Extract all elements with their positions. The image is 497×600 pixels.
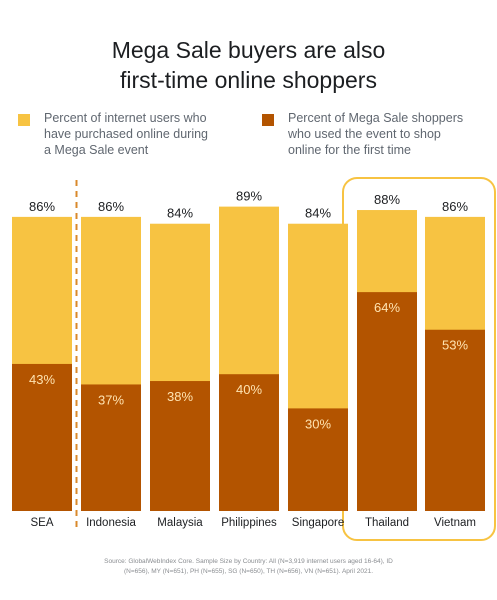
legend-item-first-time: Percent of Mega Sale shoppers who used t…	[262, 110, 463, 158]
legend-text-line: online for the first time	[288, 143, 411, 157]
value-label-first-time: 53%	[442, 338, 468, 353]
legend-text-line: Percent of Mega Sale shoppers	[288, 111, 464, 125]
chart-title-line-1: Mega Sale buyers are also	[111, 37, 386, 63]
category-label: Singapore	[292, 517, 344, 529]
value-label-first-time: 30%	[305, 416, 331, 431]
source-line: (N=656), MY (N=651), PH (N=655), SG (N=6…	[123, 568, 374, 575]
value-label-first-time: 38%	[167, 389, 193, 404]
bar-first-time	[357, 292, 417, 511]
value-label-total: 84%	[167, 206, 193, 221]
legend-swatch-dark	[262, 114, 274, 126]
legend-text-line: Percent of internet users who	[44, 111, 207, 125]
category-label: Malaysia	[157, 517, 203, 529]
legend-text-line: a Mega Sale event	[44, 143, 149, 157]
legend-text-purchased: Percent of internet users who have purch…	[44, 110, 208, 158]
source-note: Source: GlobalWebIndex Core. Sample Size…	[0, 557, 497, 577]
bar-first-time	[81, 384, 141, 511]
value-label-total: 88%	[374, 192, 400, 207]
value-label-first-time: 40%	[236, 382, 262, 397]
legend-item-purchased: Percent of internet users who have purch…	[18, 110, 208, 158]
category-label: Philippines	[221, 517, 277, 529]
value-label-first-time: 43%	[29, 372, 55, 387]
value-label-total: 84%	[305, 206, 331, 221]
category-label: SEA	[30, 517, 53, 529]
value-label-first-time: 37%	[98, 392, 124, 407]
value-label-total: 86%	[442, 199, 468, 214]
value-label-first-time: 64%	[374, 300, 400, 315]
bar-first-time	[12, 363, 72, 511]
category-label: Thailand	[365, 517, 409, 529]
bar-first-time	[150, 381, 210, 511]
category-label: Vietnam	[434, 517, 476, 529]
bar-first-time	[425, 329, 485, 511]
value-label-total: 86%	[29, 199, 55, 214]
chart-title-line-2: first-time online shoppers	[120, 67, 377, 93]
legend-text-line: who used the event to shop	[288, 127, 441, 141]
legend-swatch-light	[18, 114, 30, 126]
legend-text-line: have purchased online during	[44, 127, 209, 141]
bar-first-time	[288, 408, 348, 511]
source-line: Source: GlobalWebIndex Core. Sample Size…	[104, 558, 393, 565]
value-label-total: 89%	[236, 189, 262, 204]
bar-first-time	[219, 374, 279, 511]
legend-text-first-time: Percent of Mega Sale shoppers who used t…	[288, 110, 463, 158]
category-label: Indonesia	[86, 517, 136, 529]
value-label-total: 86%	[98, 199, 124, 214]
